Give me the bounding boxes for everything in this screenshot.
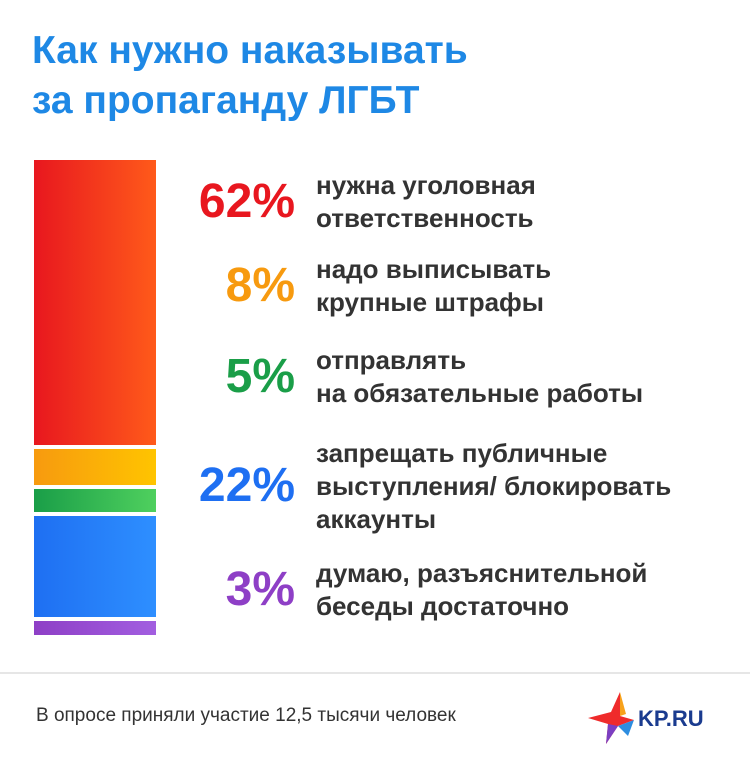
survey-footnote: В опросе приняли участие 12,5 тысячи чел… <box>36 705 456 726</box>
category-label-5-line-2: беседы достаточно <box>316 591 570 621</box>
bar-segment-5 <box>34 621 156 635</box>
category-label-1: нужна уголовная ответственность <box>316 169 736 235</box>
percent-label-2: 8% <box>225 259 295 312</box>
category-label-3-line-2: на обязательные работы <box>316 378 644 408</box>
brand-logo-text: KP.RU <box>638 706 704 731</box>
category-label-1-line-1: нужна уголовная <box>316 170 536 200</box>
chart-title-line-2: за пропаганду ЛГБТ <box>32 79 420 122</box>
chart-title: Как нужно наказывать за пропаганду ЛГБТ <box>32 26 468 126</box>
percent-label-5: 3% <box>225 563 295 616</box>
footer-divider <box>0 672 750 674</box>
category-label-2-line-2: крупные штрафы <box>316 287 545 317</box>
kp-logo-star-icon <box>588 692 634 744</box>
category-label-5-line-1: думаю, разъяснительной <box>316 558 648 588</box>
category-label-3: отправлять на обязательные работы <box>316 344 736 410</box>
category-label-2: надо выписывать крупные штрафы <box>316 253 736 319</box>
percent-label-3: 5% <box>225 350 295 403</box>
bar-segment-4 <box>34 516 156 618</box>
bar-segment-3 <box>34 489 156 513</box>
category-label-4-line-2: выступления/ блокировать <box>316 470 672 501</box>
category-label-4-line-1: запрещать публичные <box>316 437 608 468</box>
percent-label-4: 22% <box>198 459 295 512</box>
category-label-2-line-1: надо выписывать <box>316 254 552 284</box>
stacked-bar <box>34 160 156 635</box>
category-label-4: запрещать публичные выступления/ блокиров… <box>316 437 736 536</box>
category-label-5: думаю, разъяснительной беседы достаточно <box>316 557 736 623</box>
category-label-3-line-1: отправлять <box>316 345 467 375</box>
chart-title-line-1: Как нужно наказывать <box>32 29 468 72</box>
category-label-4-line-3: аккаунты <box>316 503 437 534</box>
bar-segment-1 <box>34 160 156 445</box>
category-label-1-line-2: ответственность <box>316 203 534 233</box>
bar-segment-2 <box>34 448 156 486</box>
percent-label-1: 62% <box>198 175 295 228</box>
